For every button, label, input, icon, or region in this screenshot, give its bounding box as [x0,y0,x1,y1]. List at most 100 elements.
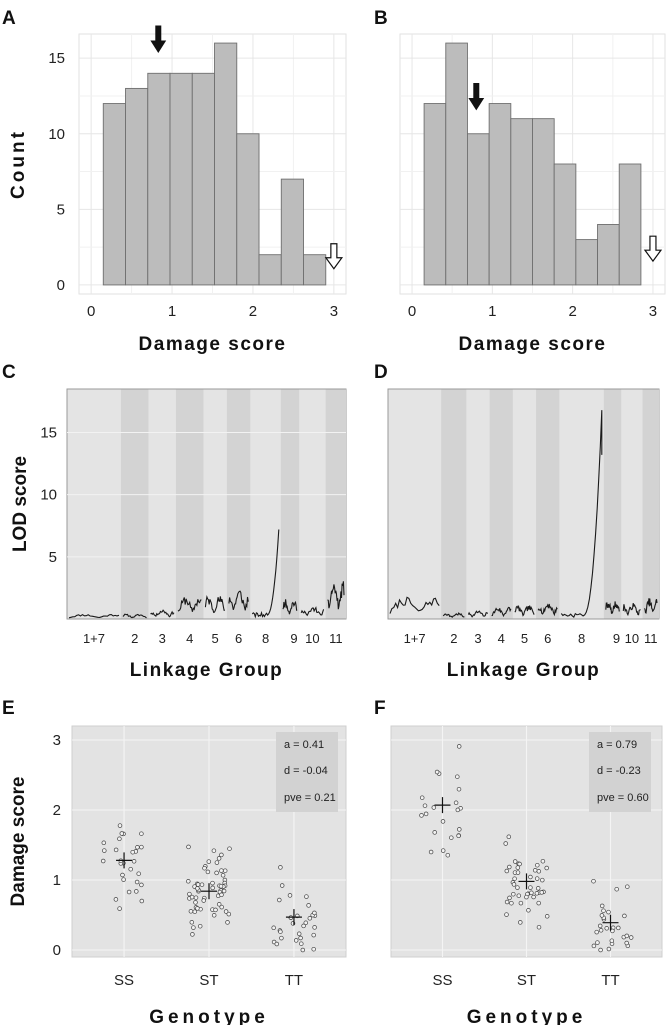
x-tick-label: 6 [544,631,551,646]
data-point [300,947,306,953]
lod-plot-c: 1+7 2 3 4 5 6 8 9 10 11 5 10 15 Linkage Group LOD scor… [10,388,347,681]
x-axis-label: Damage score [139,334,287,355]
stat-a: a = 0.79 [597,739,637,751]
data-point [214,860,220,865]
data-point [139,882,144,888]
data-point [136,871,141,876]
data-point [303,920,309,926]
y-axis-label: Damage score [8,777,29,907]
data-point [306,903,311,908]
data-point [622,913,627,919]
data-point [535,862,540,868]
histogram-bar [125,87,149,286]
data-point [189,920,195,925]
data-point [299,941,304,946]
data-point [186,844,191,850]
data-point [515,865,521,870]
histogram-b: 0 1 2 3 Damage score [399,33,666,355]
data-point [307,916,313,921]
lod-trace [537,603,558,617]
data-point [298,935,303,941]
x-tick-label: ST [199,972,218,989]
data-point [278,929,283,934]
data-point [186,879,191,884]
data-point [419,813,424,818]
data-point [598,928,604,933]
data-point [453,800,459,806]
data-point [423,811,429,817]
y-tick-label: 0 [57,277,65,294]
y-tick-label: 0 [53,942,61,959]
y-tick-label: 10 [48,126,65,143]
data-point [535,886,541,891]
x-tick-label: SS [432,972,452,989]
data-point [432,830,437,835]
data-point [131,859,137,864]
lod-trace [68,613,120,619]
data-point [312,925,317,930]
histogram-bar [169,72,193,286]
data-point [312,910,317,916]
data-point [512,876,517,881]
data-point [457,827,462,832]
open-arrow-marker [324,243,344,270]
histogram-bar [214,42,238,286]
lod-trace [467,610,489,618]
linkage-group-band [175,389,204,619]
x-tick-label: 3 [649,303,657,320]
data-point [134,889,139,894]
x-tick-label: 8 [578,631,585,646]
data-point [540,877,545,883]
linkage-group-band [226,389,251,619]
data-point [219,852,224,858]
lod-trace [491,606,512,618]
linkage-group-band [325,389,346,619]
y-tick-label: 1 [53,872,61,889]
x-tick-label: 6 [235,631,242,646]
lod-plot-d: 1+7 2 3 4 5 6 8 9 10 11 Linkage Group [387,388,660,681]
panel-label-f: F [374,698,386,719]
data-point [512,859,518,864]
data-point [195,886,200,891]
data-point [199,882,205,887]
histogram-bar [445,42,468,286]
data-point [193,895,199,900]
data-point [296,931,302,937]
data-point [187,891,192,897]
x-tick-label: 2 [131,631,138,646]
data-point [188,909,194,914]
x-tick-label: 4 [498,631,505,646]
data-point [516,893,522,898]
data-point [440,819,446,824]
data-point [100,858,106,864]
histogram-bar [258,254,282,286]
x-tick-label: 10 [305,631,319,646]
data-point [455,807,461,813]
filled-arrow-marker [468,82,485,111]
linkage-group-band [441,389,467,619]
data-point [598,947,603,953]
data-point [195,906,200,911]
stat-d: d = -0.04 [284,765,328,777]
data-point [440,848,446,853]
data-point [503,841,508,846]
data-point [139,831,144,836]
data-point [625,884,630,889]
panel-label-d: D [374,362,388,383]
lod-trace [514,604,535,617]
data-point [197,923,203,929]
data-point [609,938,615,943]
stats-box [589,732,651,812]
histogram-bar [303,254,327,286]
x-tick-label: 0 [87,303,95,320]
linkage-group-band [642,389,659,619]
data-point [192,909,198,914]
data-point [606,909,611,915]
data-point [279,935,284,941]
histogram-a: 0 1 2 3 0 5 10 15 Damage score Count [8,25,347,355]
data-point [219,868,224,873]
data-point [102,848,107,853]
data-point [193,900,198,905]
data-point [445,852,451,858]
histogram-bar [147,72,171,286]
